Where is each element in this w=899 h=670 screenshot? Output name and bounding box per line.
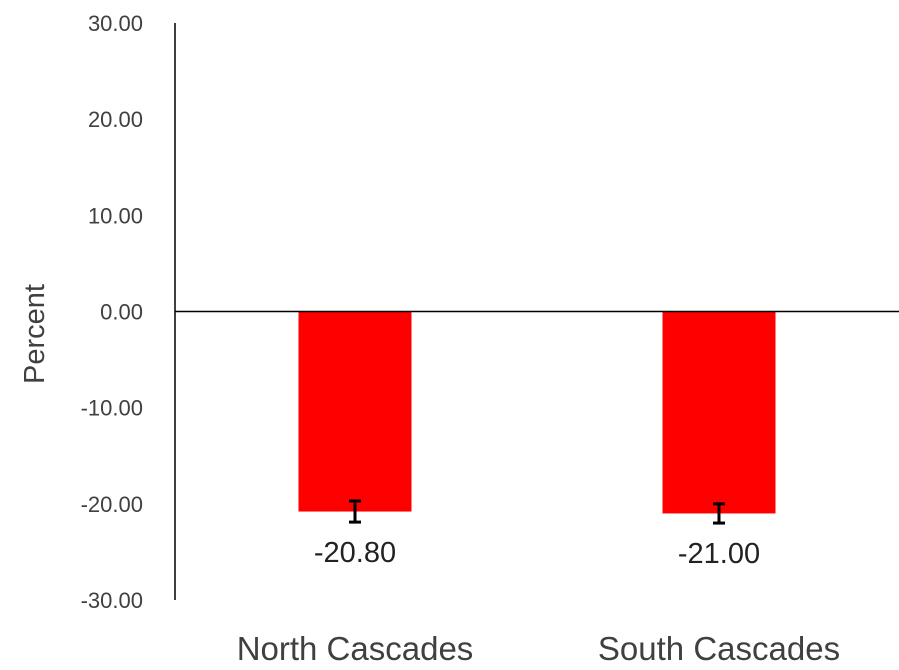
category-label: North Cascades	[237, 630, 474, 665]
y-tick-label: 0.00	[100, 300, 143, 325]
y-ticks: 30.00 20.00 10.00 0.00 -10.00 -20.00 -30.00	[81, 11, 143, 613]
error-bar-2	[713, 502, 725, 525]
bar-1	[298, 311, 412, 512]
y-tick-label: -30.00	[81, 588, 143, 613]
y-axis-title: Percent	[19, 284, 51, 384]
data-label: -21.00	[678, 538, 760, 570]
y-tick-label: 20.00	[88, 107, 143, 132]
y-tick-label: -10.00	[81, 396, 143, 421]
category-label: South Cascades	[598, 630, 840, 665]
labels: -20.80 North Cascades -21.00 South Cascades	[237, 537, 840, 667]
error-bar-1	[349, 499, 361, 524]
bars	[298, 311, 776, 525]
bar-2	[662, 311, 776, 514]
y-tick-label: -20.00	[81, 492, 143, 517]
data-label: -20.80	[314, 537, 396, 569]
y-tick-label: 10.00	[88, 203, 143, 228]
y-tick-label: 30.00	[88, 11, 143, 36]
axes	[174, 23, 899, 600]
